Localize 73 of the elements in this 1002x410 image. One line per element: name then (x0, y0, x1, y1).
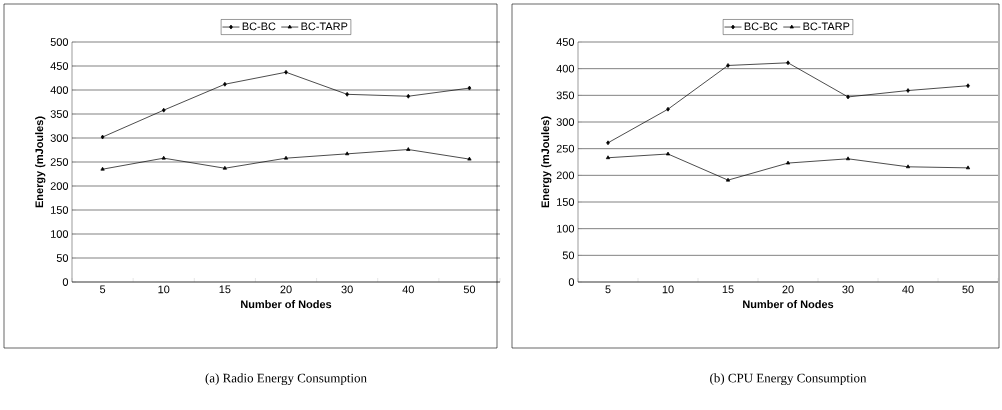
point (906, 88, 910, 93)
point (785, 160, 791, 165)
point (666, 106, 670, 112)
x-tick-label: 30 (842, 285, 854, 294)
point (846, 94, 850, 100)
legend-label: BC-BC (242, 22, 276, 31)
point (725, 177, 731, 182)
x-tick-label: 30 (341, 285, 353, 294)
x-tick-label: 50 (463, 285, 476, 294)
y-tick-label: 0 (62, 278, 69, 286)
point (406, 93, 411, 99)
y-tick-label: 400 (50, 86, 69, 94)
text: (a) Radio Energy Consumption (205, 373, 367, 386)
point (845, 156, 851, 161)
point (284, 69, 288, 75)
y-tick-label: 450 (556, 38, 575, 46)
x-tick-label: 5 (605, 285, 611, 294)
y-tick-label: 500 (50, 38, 69, 46)
y-tick-label: 100 (557, 224, 575, 233)
y-tick-label: 50 (562, 251, 575, 260)
y-tick-label: 0 (568, 278, 575, 286)
x-tick-label: 20 (280, 285, 292, 294)
y-tick-label: 200 (50, 182, 69, 190)
point (222, 165, 227, 170)
x-tick-label: 10 (158, 285, 170, 294)
point (223, 81, 227, 87)
legend-label: BC-TARP (803, 22, 850, 31)
x-tick-label: 50 (962, 285, 974, 294)
x-tick-label: 40 (402, 285, 414, 294)
x-tick-label: 20 (782, 285, 794, 294)
legend-label: BC-BC (744, 22, 778, 31)
point (161, 155, 166, 160)
y-tick-label: 300 (556, 118, 575, 126)
point (786, 60, 790, 66)
y-tick-label: 450 (50, 62, 69, 70)
point (100, 134, 105, 140)
text: (b) CPU Energy Consumption (710, 373, 867, 386)
point (345, 151, 350, 156)
point (161, 107, 166, 113)
point (345, 91, 349, 97)
x-tick-label: 10 (662, 285, 674, 294)
x-tick-label: 15 (219, 285, 231, 294)
point (467, 156, 472, 161)
y-tick-label: 150 (51, 206, 69, 214)
y-tick-label: 100 (51, 230, 69, 238)
y-tick-label: 150 (557, 198, 575, 206)
y-tick-label: 300 (50, 134, 69, 142)
point (905, 164, 911, 169)
y-tick-label: 50 (56, 254, 69, 262)
legend-label: BC-TARP (301, 22, 348, 31)
y-tick-label: 400 (556, 64, 575, 73)
x-axis-title: Number of Nodes (241, 300, 332, 309)
y-tick-label: 350 (556, 91, 575, 100)
y-tick-label: 350 (50, 110, 69, 118)
point (726, 63, 730, 68)
y-tick-label: 200 (556, 171, 575, 180)
point (100, 166, 105, 171)
point (606, 140, 610, 146)
x-tick-label: 15 (722, 285, 734, 294)
y-axis-title: Energy (mJoules) (541, 116, 552, 208)
point (966, 83, 970, 89)
point (605, 155, 611, 160)
y-axis-title: Energy (mJoules) (35, 116, 46, 208)
x-axis-title: Number of Nodes (743, 300, 834, 309)
y-tick-label: 250 (556, 144, 575, 153)
point (283, 155, 289, 160)
point (467, 85, 472, 91)
point (665, 151, 671, 156)
y-tick-label: 250 (50, 158, 69, 166)
x-tick-label: 40 (902, 285, 914, 294)
point (406, 147, 411, 151)
x-tick-label: 5 (99, 285, 106, 294)
point (965, 165, 971, 170)
